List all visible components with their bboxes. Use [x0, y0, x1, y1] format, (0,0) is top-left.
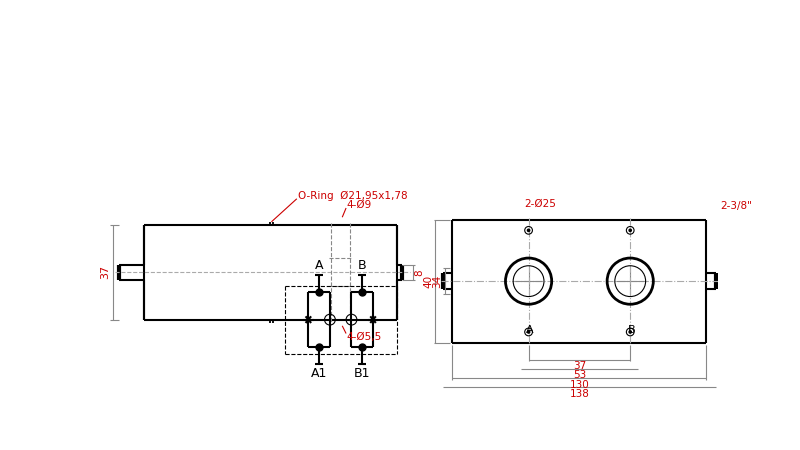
Text: A1: A1: [311, 367, 327, 380]
Text: A: A: [526, 325, 534, 335]
Circle shape: [629, 331, 631, 333]
Text: 4-Ø9: 4-Ø9: [347, 200, 372, 210]
Text: 8: 8: [414, 269, 424, 275]
Circle shape: [527, 229, 530, 231]
Text: 37: 37: [100, 265, 110, 279]
Text: B: B: [358, 259, 366, 272]
Text: B: B: [628, 325, 635, 335]
Text: 37: 37: [573, 361, 586, 371]
Text: 138: 138: [570, 389, 590, 399]
Circle shape: [527, 331, 530, 333]
Text: 34: 34: [432, 274, 442, 288]
Text: A: A: [315, 259, 323, 272]
Text: 53: 53: [573, 370, 586, 380]
Text: 130: 130: [570, 380, 590, 390]
Text: 4-Ø5,5: 4-Ø5,5: [347, 332, 382, 342]
Text: 2-Ø25: 2-Ø25: [525, 199, 557, 209]
Circle shape: [629, 229, 631, 231]
Text: B1: B1: [354, 367, 370, 380]
Text: 2-3/8": 2-3/8": [720, 201, 752, 211]
Text: O-Ring  Ø21,95x1,78: O-Ring Ø21,95x1,78: [298, 190, 408, 201]
Text: 40: 40: [423, 274, 433, 288]
